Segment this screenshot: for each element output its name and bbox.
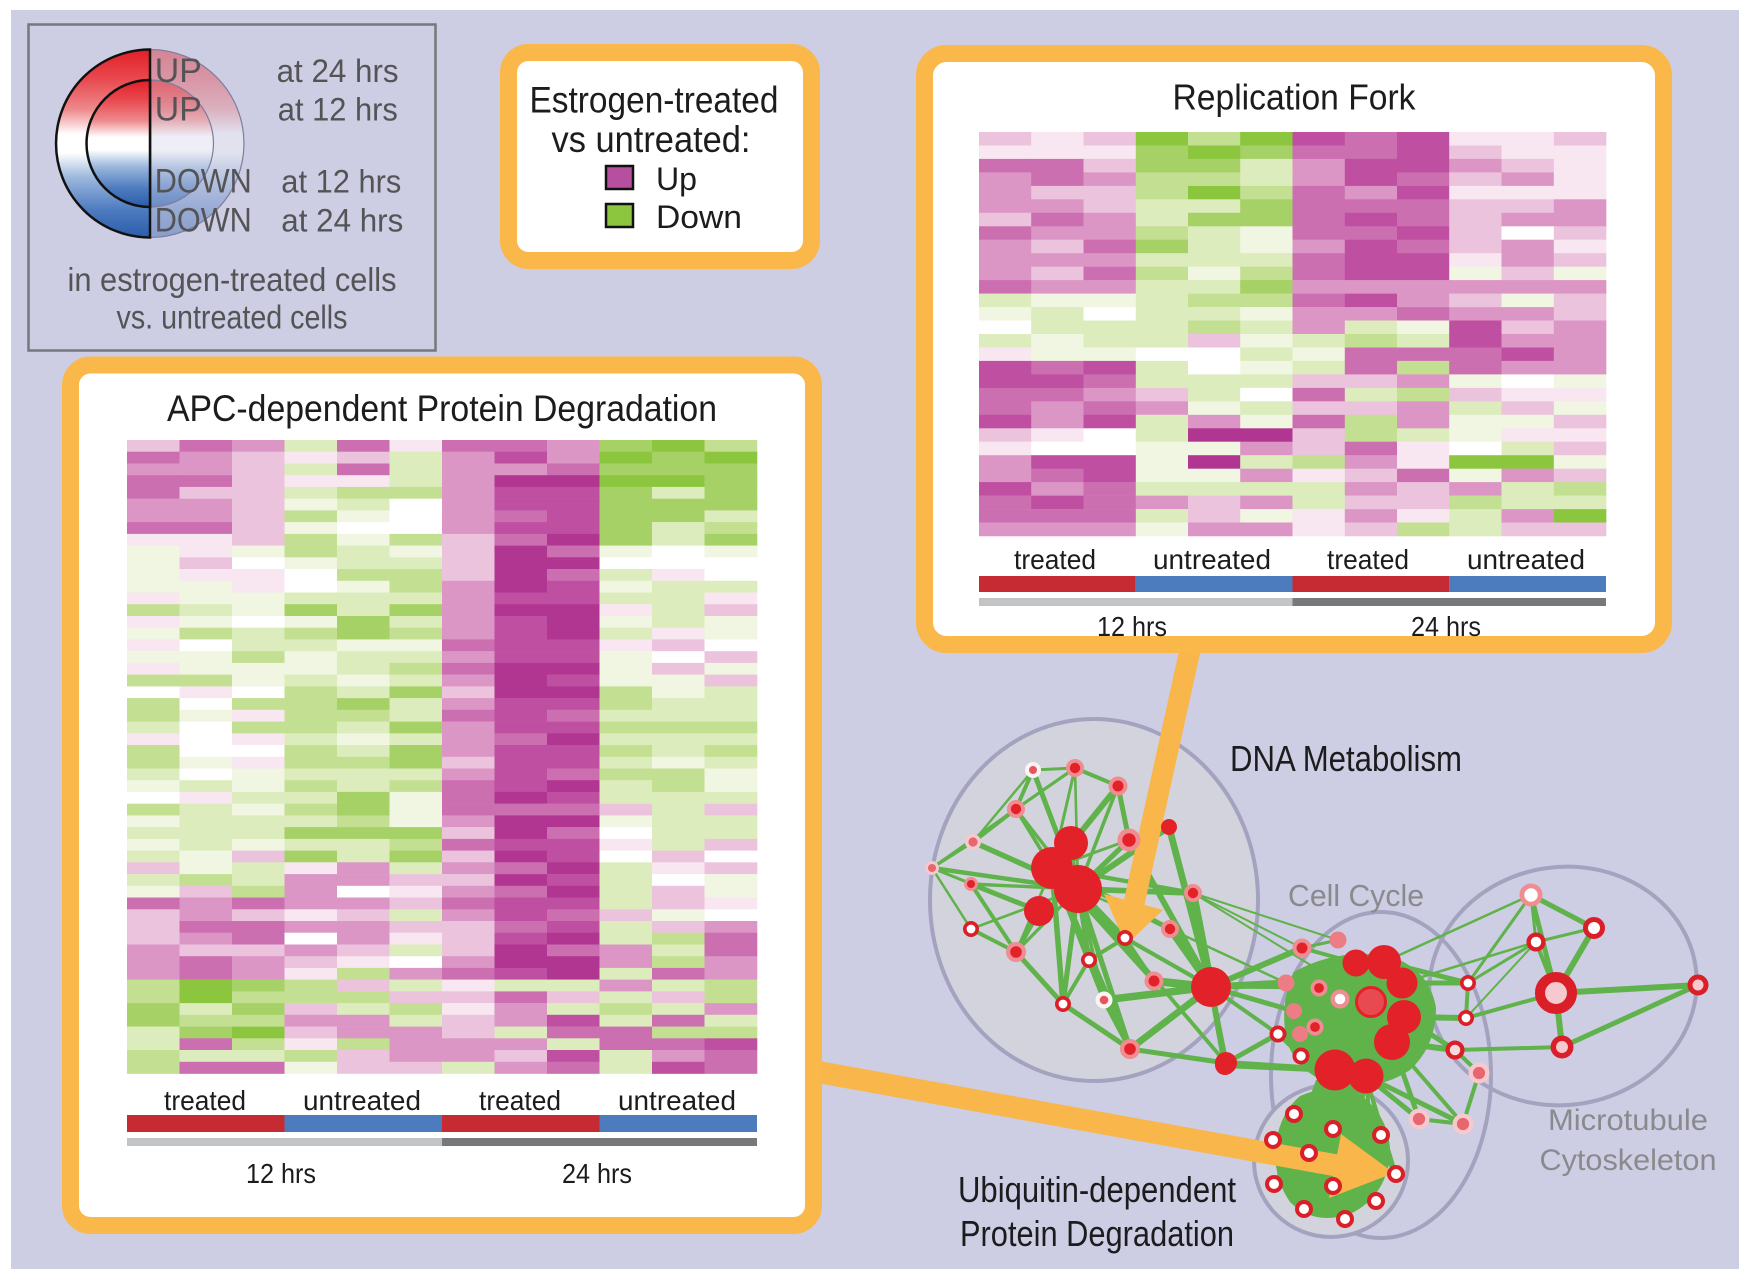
svg-text:at 24 hrs: at 24 hrs (277, 53, 399, 89)
svg-text:Ubiquitin-dependent: Ubiquitin-dependent (958, 1169, 1236, 1210)
svg-text:treated: treated (1014, 544, 1096, 575)
svg-text:12 hrs: 12 hrs (246, 1158, 316, 1189)
svg-text:DOWN: DOWN (155, 201, 252, 239)
svg-text:UP: UP (155, 52, 202, 90)
svg-text:Replication Fork: Replication Fork (1173, 77, 1417, 118)
svg-text:24 hrs: 24 hrs (562, 1158, 632, 1189)
svg-text:Down: Down (656, 199, 742, 235)
svg-text:vs. untreated cells: vs. untreated cells (117, 299, 348, 336)
svg-text:untreated: untreated (1153, 544, 1271, 575)
svg-text:Estrogen-treated: Estrogen-treated (530, 80, 779, 121)
svg-text:APC-dependent Protein Degradat: APC-dependent Protein Degradation (167, 388, 717, 429)
svg-text:vs untreated:: vs untreated: (552, 119, 751, 160)
svg-text:at 12 hrs: at 12 hrs (278, 92, 398, 128)
svg-text:Cell Cycle: Cell Cycle (1288, 878, 1424, 913)
svg-text:treated: treated (164, 1085, 246, 1116)
svg-text:treated: treated (479, 1085, 561, 1116)
svg-text:untreated: untreated (618, 1085, 736, 1116)
svg-text:Protein Degradation: Protein Degradation (960, 1213, 1234, 1254)
svg-text:untreated: untreated (1467, 544, 1585, 575)
svg-text:at 24 hrs: at 24 hrs (281, 202, 403, 238)
svg-text:12 hrs: 12 hrs (1097, 611, 1167, 642)
svg-text:untreated: untreated (303, 1085, 421, 1116)
svg-text:UP: UP (155, 91, 202, 129)
svg-text:DOWN: DOWN (155, 162, 252, 200)
svg-text:Microtubule: Microtubule (1548, 1104, 1708, 1137)
svg-text:treated: treated (1327, 544, 1409, 575)
svg-text:Cytoskeleton: Cytoskeleton (1540, 1144, 1717, 1177)
svg-text:Up: Up (656, 161, 697, 197)
svg-text:at 12 hrs: at 12 hrs (281, 163, 401, 199)
svg-text:in estrogen-treated cells: in estrogen-treated cells (68, 261, 397, 298)
svg-text:DNA Metabolism: DNA Metabolism (1230, 738, 1462, 779)
svg-text:24 hrs: 24 hrs (1411, 611, 1481, 642)
